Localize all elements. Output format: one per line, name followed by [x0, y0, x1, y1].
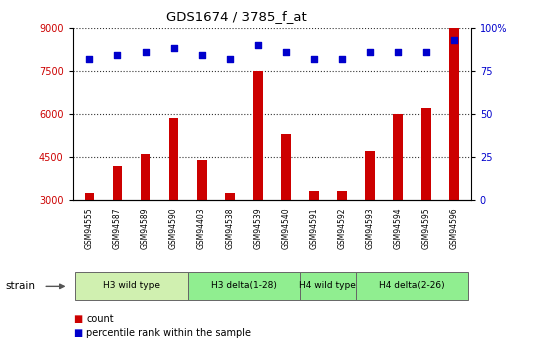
Text: GSM94403: GSM94403: [197, 207, 206, 249]
Bar: [309, 191, 318, 286]
Point: [337, 56, 346, 61]
Bar: [84, 193, 94, 286]
Bar: [300, 273, 356, 300]
Bar: [253, 71, 263, 286]
Bar: [337, 191, 346, 286]
Point: [422, 49, 430, 55]
Text: GSM94594: GSM94594: [393, 207, 402, 249]
Bar: [225, 193, 235, 286]
Point: [225, 56, 234, 61]
Point: [85, 56, 94, 61]
Text: GSM94592: GSM94592: [337, 207, 346, 248]
Text: GDS1674 / 3785_f_at: GDS1674 / 3785_f_at: [166, 10, 307, 23]
Text: strain: strain: [5, 282, 36, 291]
Bar: [281, 134, 291, 286]
Text: GSM94590: GSM94590: [169, 207, 178, 249]
Text: GSM94589: GSM94589: [141, 207, 150, 248]
Point: [394, 49, 402, 55]
Point: [365, 49, 374, 55]
Point: [169, 46, 178, 51]
Bar: [365, 151, 375, 286]
Text: GSM94595: GSM94595: [421, 207, 430, 249]
Text: GSM94539: GSM94539: [253, 207, 262, 249]
Text: percentile rank within the sample: percentile rank within the sample: [86, 328, 251, 338]
Bar: [168, 118, 179, 286]
Text: H3 wild type: H3 wild type: [103, 281, 160, 290]
Point: [113, 52, 122, 58]
Bar: [112, 166, 123, 286]
Bar: [421, 108, 431, 286]
Bar: [140, 154, 151, 286]
Text: H4 wild type: H4 wild type: [299, 281, 356, 290]
Point: [309, 56, 318, 61]
Point: [253, 42, 262, 48]
Text: H4 delta(2-26): H4 delta(2-26): [379, 281, 445, 290]
Text: ■: ■: [73, 328, 82, 338]
Text: GSM94591: GSM94591: [309, 207, 318, 248]
Text: GSM94555: GSM94555: [85, 207, 94, 249]
Text: count: count: [86, 314, 114, 324]
Text: ■: ■: [73, 314, 82, 324]
Bar: [449, 28, 459, 286]
Point: [450, 37, 458, 42]
Bar: [356, 273, 468, 300]
Text: H3 delta(1-28): H3 delta(1-28): [211, 281, 277, 290]
Point: [141, 49, 150, 55]
Bar: [75, 273, 188, 300]
Bar: [393, 114, 403, 286]
Bar: [188, 273, 300, 300]
Text: GSM94596: GSM94596: [449, 207, 458, 249]
Point: [281, 49, 290, 55]
Text: GSM94540: GSM94540: [281, 207, 290, 249]
Text: GSM94593: GSM94593: [365, 207, 374, 249]
Point: [197, 52, 206, 58]
Text: GSM94587: GSM94587: [113, 207, 122, 248]
Bar: [197, 160, 207, 286]
Text: GSM94538: GSM94538: [225, 207, 234, 248]
